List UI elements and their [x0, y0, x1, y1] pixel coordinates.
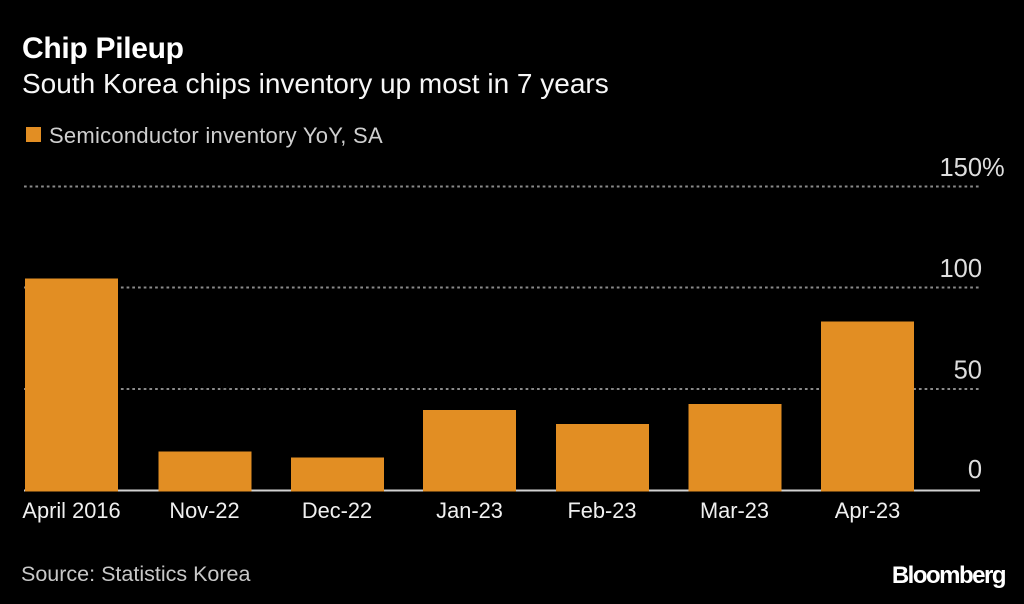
svg-text:%: %	[982, 154, 1005, 182]
svg-text:100: 100	[939, 255, 982, 283]
svg-text:Jan-23: Jan-23	[436, 498, 503, 523]
svg-text:Mar-23: Mar-23	[700, 498, 769, 523]
svg-text:50: 50	[954, 357, 982, 385]
svg-text:Nov-22: Nov-22	[169, 498, 239, 523]
svg-text:Apr-23: Apr-23	[835, 498, 900, 523]
svg-text:April 2016: April 2016	[22, 498, 120, 523]
svg-text:Dec-22: Dec-22	[302, 498, 372, 523]
svg-text:0: 0	[968, 456, 982, 484]
svg-text:Feb-23: Feb-23	[567, 498, 636, 523]
svg-text:150: 150	[939, 154, 982, 182]
